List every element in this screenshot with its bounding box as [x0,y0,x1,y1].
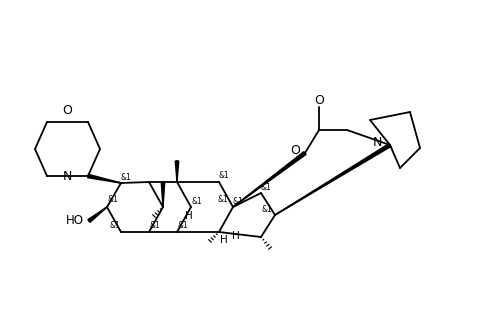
Text: &1: &1 [261,183,272,192]
Text: O: O [290,144,300,157]
Polygon shape [88,207,107,222]
Text: H: H [220,235,228,245]
Polygon shape [275,144,391,215]
Text: &1: &1 [233,197,244,206]
Text: O: O [314,95,324,108]
Text: &1: &1 [121,172,132,181]
Polygon shape [175,161,179,182]
Text: N: N [373,135,382,148]
Text: &1: &1 [178,222,189,231]
Polygon shape [87,174,121,183]
Text: &1: &1 [108,196,118,205]
Polygon shape [161,182,165,207]
Text: &1: &1 [191,197,202,206]
Text: H: H [232,231,240,241]
Text: O: O [62,104,72,117]
Text: N: N [62,170,72,184]
Text: &1: &1 [218,171,229,180]
Text: &1: &1 [262,205,273,214]
Text: &1: &1 [218,194,228,203]
Text: H: H [185,211,193,221]
Text: HO: HO [66,215,84,228]
Text: &1: &1 [150,222,161,231]
Text: &1: &1 [109,222,120,231]
Polygon shape [233,152,306,207]
